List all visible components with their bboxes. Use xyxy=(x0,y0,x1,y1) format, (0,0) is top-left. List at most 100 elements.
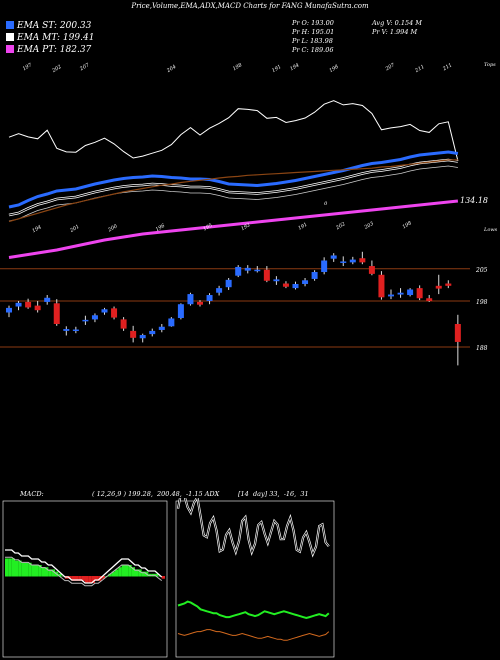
ema-st-swatch xyxy=(6,21,14,29)
candle-body xyxy=(454,324,461,342)
price-level-label: 188 xyxy=(476,345,488,352)
macd-bar xyxy=(161,576,165,579)
candle-body xyxy=(130,330,137,338)
macd-bar xyxy=(28,562,32,577)
adx-line xyxy=(177,600,330,620)
candle-body xyxy=(225,279,232,288)
candle-body xyxy=(72,329,79,332)
macd-bar xyxy=(11,558,15,577)
top-marker: 191 xyxy=(271,64,282,74)
price-low: Pr L: 183.98 xyxy=(292,37,333,45)
macd-bar xyxy=(111,571,115,577)
o-marker: 0 xyxy=(324,201,328,207)
macd-bar xyxy=(95,576,99,581)
candle-body xyxy=(15,302,22,307)
low-marker: 201 xyxy=(68,224,80,234)
top-marker: 204 xyxy=(165,64,177,74)
macd-bar xyxy=(41,567,45,577)
ema-long-line xyxy=(8,159,458,223)
candle-body xyxy=(63,329,70,331)
candle-body xyxy=(445,283,452,286)
macd-bar xyxy=(5,558,9,577)
price-line xyxy=(8,100,459,162)
candle-body xyxy=(378,274,385,298)
ema-mt-legend: EMA MT: 199.41 xyxy=(6,33,94,43)
macd-bar xyxy=(75,576,79,581)
macd-bar xyxy=(128,565,132,577)
top-marker: 211 xyxy=(441,62,453,72)
candle-body xyxy=(216,288,223,293)
candle-body xyxy=(388,294,394,297)
ema-st-line xyxy=(8,150,459,209)
macd-line xyxy=(5,549,163,584)
ema-st-label: EMA ST: 200.33 xyxy=(17,21,92,31)
macd-bar xyxy=(31,565,35,577)
candle-body xyxy=(149,330,156,335)
macd-bar xyxy=(108,573,112,577)
low-marker: 194 xyxy=(31,224,42,234)
candle-body xyxy=(263,269,270,281)
price-open: Pr O: 193.00 xyxy=(292,19,334,27)
macd-bar xyxy=(8,558,12,577)
candle-body xyxy=(311,272,318,279)
price-high: Pr H: 195.01 xyxy=(292,28,335,36)
candle-body xyxy=(187,294,194,305)
candle-body xyxy=(139,335,146,339)
di-plus-core xyxy=(177,498,330,556)
avg-volume: Avg V: 0.154 M xyxy=(372,19,422,27)
candle-body xyxy=(368,266,375,274)
macd-bar xyxy=(15,560,19,577)
candle-body xyxy=(416,288,423,299)
macd-bar xyxy=(18,560,22,577)
macd-bar xyxy=(125,565,129,577)
low-marker: 203 xyxy=(363,221,375,231)
low-marker: 192 xyxy=(240,222,251,232)
macd-bar xyxy=(85,576,89,584)
macd-bar xyxy=(35,565,39,577)
macd-bar xyxy=(58,573,62,577)
candle-body xyxy=(330,255,337,259)
candle-body xyxy=(359,258,366,263)
candle-body xyxy=(111,308,118,318)
di-minus-line xyxy=(177,629,330,641)
candle-body xyxy=(6,307,12,313)
top-marker: 202 xyxy=(51,64,63,74)
top-marker: 194 xyxy=(289,62,300,72)
top-marker: 197 xyxy=(22,62,34,72)
candle-body xyxy=(168,318,175,327)
ema-pt-line xyxy=(8,199,459,259)
top-marker: 198 xyxy=(232,62,243,72)
macd-signal-line xyxy=(5,556,163,587)
ema-mt-swatch xyxy=(6,33,14,41)
price-close: Pr C: 189.06 xyxy=(292,46,334,54)
candle-body xyxy=(254,269,261,272)
macd-bar xyxy=(78,576,82,581)
macd-bar xyxy=(68,576,72,579)
macd-bar xyxy=(45,567,49,577)
macd-bar xyxy=(135,569,139,577)
candle-body xyxy=(407,289,414,296)
macd-values: ( 12,26,9 ) 199.28, 200.48, -1.15 ADX xyxy=(92,490,220,498)
lows-label: Lows xyxy=(483,227,498,233)
candle-body xyxy=(273,279,280,282)
low-marker: 191 xyxy=(297,222,308,232)
candle-body xyxy=(302,280,309,284)
top-marker: 198 xyxy=(328,64,339,74)
top-marker: 211 xyxy=(413,64,425,74)
ema-pt-value: 134.18 xyxy=(460,196,488,205)
macd-bar xyxy=(51,569,55,577)
low-marker: 195 xyxy=(202,223,213,233)
ema-mt-label: EMA MT: 199.41 xyxy=(17,33,95,43)
macd-bar xyxy=(138,569,142,577)
candle-body xyxy=(91,315,98,320)
macd-label: MACD: xyxy=(20,490,44,498)
price-chart: 205 198 188 134.18 Tops Lows 197 202 207 204 198 19… xyxy=(0,62,498,366)
macd-bar xyxy=(155,573,159,577)
macd-bar xyxy=(121,565,125,577)
ema-st-legend: EMA ST: 200.33 xyxy=(6,21,91,31)
candle-body xyxy=(120,319,127,329)
candle-body xyxy=(349,259,356,263)
macd-bar xyxy=(115,569,119,577)
macd-bar xyxy=(48,569,52,577)
macd-bar xyxy=(91,576,95,584)
